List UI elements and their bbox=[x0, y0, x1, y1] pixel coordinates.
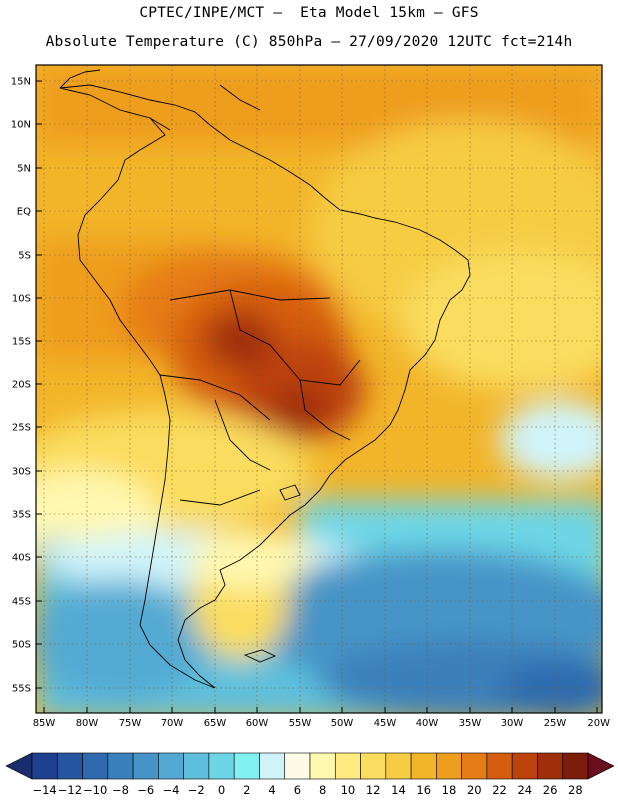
colorbar-label: −12 bbox=[58, 783, 82, 797]
lat-label: 5N bbox=[17, 164, 31, 175]
map-frame bbox=[35, 64, 603, 714]
colorbar-label: 28 bbox=[568, 783, 583, 797]
colorbar-label: 10 bbox=[341, 783, 356, 797]
colorbar-swatch bbox=[461, 752, 488, 780]
colorbar-swatch bbox=[511, 752, 538, 780]
colorbar-swatch bbox=[56, 752, 83, 780]
lat-label: 5S bbox=[18, 251, 31, 262]
colorbar-label: 4 bbox=[268, 783, 275, 797]
colorbar-swatch bbox=[233, 752, 260, 780]
colorbar-label: 24 bbox=[517, 783, 532, 797]
colorbar-swatch bbox=[486, 752, 513, 780]
colorbar-swatch bbox=[410, 752, 437, 780]
lon-label: 70W bbox=[161, 718, 184, 729]
lon-label: 75W bbox=[119, 718, 142, 729]
colorbar-label: 14 bbox=[391, 783, 406, 797]
lon-label: 35W bbox=[459, 718, 482, 729]
colorbar: −14 −12 −10 −8 −6 −4 −2 0 2 4 6 8 10 12 14 16 18 20 22 24 26… bbox=[5, 752, 615, 797]
colorbar-label: 26 bbox=[543, 783, 558, 797]
lat-label: 10S bbox=[12, 294, 31, 305]
colorbar-label: 18 bbox=[442, 783, 457, 797]
lat-label: 15N bbox=[11, 77, 31, 88]
lon-label: 60W bbox=[246, 718, 269, 729]
colorbar-swatch bbox=[284, 752, 311, 780]
colorbar-label: 22 bbox=[492, 783, 507, 797]
lat-label: 15S bbox=[12, 337, 31, 348]
lon-label: 45W bbox=[374, 718, 397, 729]
colorbar-swatch bbox=[385, 752, 412, 780]
lon-label: 85W bbox=[33, 718, 56, 729]
colorbar-label: −14 bbox=[32, 783, 56, 797]
colorbar-swatch bbox=[158, 752, 184, 780]
colorbar-swatch bbox=[562, 752, 589, 780]
lat-label: 10N bbox=[11, 120, 31, 131]
colorbar-label: −6 bbox=[137, 783, 154, 797]
lat-label: 30S bbox=[12, 467, 31, 478]
colorbar-swatch bbox=[537, 752, 564, 780]
lon-label: 55W bbox=[289, 718, 312, 729]
lon-label: 40W bbox=[416, 718, 439, 729]
colorbar-swatch bbox=[436, 752, 462, 780]
longitude-labels: 85W 80W 75W 70W 65W 60W 55W 50W 45W 40W 35W 30W 25W 2… bbox=[33, 707, 610, 729]
lon-label: 50W bbox=[331, 718, 354, 729]
graticule bbox=[36, 65, 602, 713]
coastlines bbox=[59, 69, 471, 689]
lat-label: 55S bbox=[12, 684, 31, 695]
lon-label: 65W bbox=[204, 718, 227, 729]
colorbar-labels: −14 −12 −10 −8 −6 −4 −2 0 2 4 6 8 10 12 14 16 18 20 22 24 26… bbox=[32, 783, 582, 797]
colorbar-label: 8 bbox=[319, 783, 326, 797]
lat-label: 20S bbox=[12, 380, 31, 391]
colorbar-swatch bbox=[334, 752, 361, 780]
colorbar-swatch bbox=[309, 752, 336, 780]
colorbar-arrow-left bbox=[5, 752, 33, 780]
colorbar-label: 20 bbox=[467, 783, 482, 797]
colorbar-label: −8 bbox=[112, 783, 129, 797]
colorbar-swatches bbox=[5, 752, 615, 780]
colorbar-swatch bbox=[31, 752, 58, 780]
colorbar-swatch bbox=[107, 752, 134, 780]
colorbar-swatch bbox=[360, 752, 387, 780]
colorbar-label: 0 bbox=[218, 783, 225, 797]
colorbar-label: −4 bbox=[163, 783, 180, 797]
temperature-field bbox=[36, 65, 602, 713]
latitude-labels: 15N 10N 5N EQ 5S 10S 15S 20S 25S 30S 35S 40S 45S 50S 5… bbox=[11, 77, 42, 695]
colorbar-arrow-right bbox=[587, 752, 615, 780]
colorbar-label: 16 bbox=[416, 783, 431, 797]
title-line-1: CPTEC/INPE/MCT — Eta Model 15km — GFS bbox=[139, 5, 479, 21]
lat-label: EQ bbox=[17, 207, 31, 218]
lat-label: 45S bbox=[12, 597, 31, 608]
lat-label: 25S bbox=[12, 423, 31, 434]
lat-label: 40S bbox=[12, 553, 31, 564]
lon-label: 80W bbox=[76, 718, 99, 729]
lon-label: 20W bbox=[587, 718, 610, 729]
lat-label: 50S bbox=[12, 640, 31, 651]
colorbar-label: 6 bbox=[294, 783, 301, 797]
colorbar-swatch bbox=[183, 752, 210, 780]
colorbar-label: −10 bbox=[83, 783, 107, 797]
colorbar-label: 2 bbox=[243, 783, 250, 797]
colorbar-swatch bbox=[132, 752, 159, 780]
lon-label: 30W bbox=[501, 718, 524, 729]
colorbar-label: −2 bbox=[188, 783, 205, 797]
title-line-2: Absolute Temperature (C) 850hPa — 27/09/… bbox=[45, 34, 573, 50]
colorbar-swatch bbox=[82, 752, 109, 780]
lon-label: 25W bbox=[544, 718, 567, 729]
colorbar-swatch bbox=[259, 752, 286, 780]
lat-label: 35S bbox=[12, 510, 31, 521]
colorbar-label: 12 bbox=[366, 783, 381, 797]
colorbar-swatch bbox=[208, 752, 235, 780]
